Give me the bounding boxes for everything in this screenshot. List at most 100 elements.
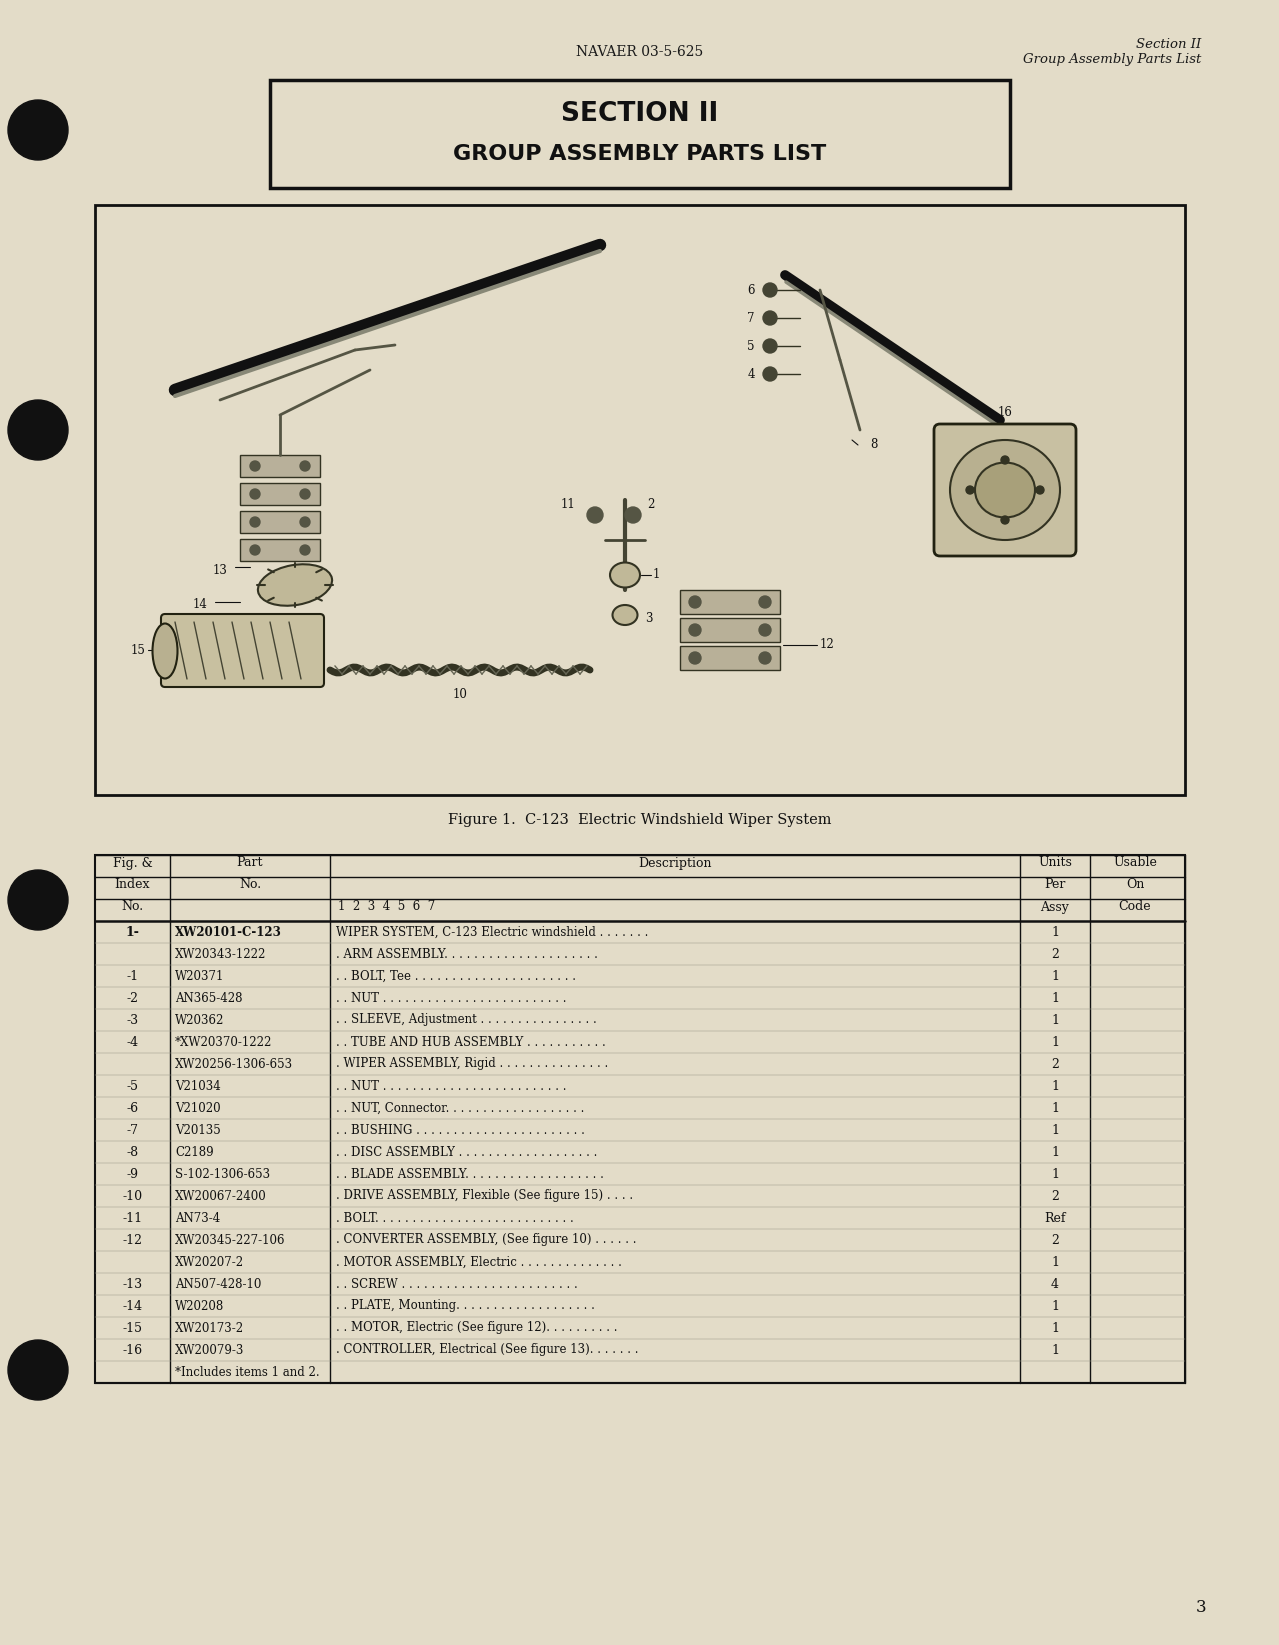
Text: 2: 2 bbox=[1051, 948, 1059, 961]
Text: . ARM ASSEMBLY. . . . . . . . . . . . . . . . . . . . .: . ARM ASSEMBLY. . . . . . . . . . . . . … bbox=[336, 948, 597, 961]
Text: AN507-428-10: AN507-428-10 bbox=[175, 1278, 261, 1290]
Text: . . SLEEVE, Adjustment . . . . . . . . . . . . . . . .: . . SLEEVE, Adjustment . . . . . . . . .… bbox=[336, 1013, 597, 1026]
Text: No.: No. bbox=[122, 900, 143, 913]
Text: 6: 6 bbox=[747, 283, 755, 296]
Text: -15: -15 bbox=[123, 1321, 142, 1334]
Circle shape bbox=[758, 651, 771, 665]
Text: 8: 8 bbox=[870, 439, 877, 451]
Text: Description: Description bbox=[638, 857, 711, 870]
Circle shape bbox=[1001, 517, 1009, 525]
Text: 4: 4 bbox=[747, 367, 755, 380]
Ellipse shape bbox=[613, 605, 637, 625]
Bar bbox=[240, 456, 320, 477]
Text: 1  2  3  4  5  6  7: 1 2 3 4 5 6 7 bbox=[338, 900, 435, 913]
Circle shape bbox=[249, 544, 260, 554]
Text: Section II: Section II bbox=[1136, 38, 1201, 51]
Circle shape bbox=[249, 489, 260, 498]
Circle shape bbox=[8, 1341, 68, 1400]
Text: -11: -11 bbox=[123, 1211, 142, 1224]
Text: Index: Index bbox=[115, 878, 150, 892]
Text: SECTION II: SECTION II bbox=[561, 100, 719, 127]
Text: C2189: C2189 bbox=[175, 1145, 214, 1158]
Text: -3: -3 bbox=[127, 1013, 138, 1026]
Text: W20208: W20208 bbox=[175, 1300, 224, 1313]
Text: -9: -9 bbox=[127, 1168, 138, 1181]
Bar bbox=[240, 484, 320, 505]
Circle shape bbox=[764, 367, 778, 382]
Text: Per: Per bbox=[1045, 878, 1065, 892]
Bar bbox=[240, 512, 320, 533]
Text: *Includes items 1 and 2.: *Includes items 1 and 2. bbox=[175, 1365, 320, 1379]
Circle shape bbox=[301, 517, 310, 526]
Text: . . NUT, Connector. . . . . . . . . . . . . . . . . . .: . . NUT, Connector. . . . . . . . . . . … bbox=[336, 1102, 585, 1115]
Text: *XW20370-1222: *XW20370-1222 bbox=[175, 1035, 272, 1048]
Text: . . SCREW . . . . . . . . . . . . . . . . . . . . . . . .: . . SCREW . . . . . . . . . . . . . . . … bbox=[336, 1278, 578, 1290]
Text: 1: 1 bbox=[1051, 969, 1059, 982]
Circle shape bbox=[8, 100, 68, 160]
Text: -1: -1 bbox=[127, 969, 138, 982]
Text: 1: 1 bbox=[1051, 1321, 1059, 1334]
Text: XW20343-1222: XW20343-1222 bbox=[175, 948, 266, 961]
Text: S-102-1306-653: S-102-1306-653 bbox=[175, 1168, 270, 1181]
Bar bbox=[95, 206, 1186, 795]
Circle shape bbox=[301, 489, 310, 498]
Text: -12: -12 bbox=[123, 1234, 142, 1247]
Text: Part: Part bbox=[237, 857, 263, 870]
Text: 5: 5 bbox=[747, 339, 755, 352]
Text: AN365-428: AN365-428 bbox=[175, 992, 243, 1005]
Circle shape bbox=[758, 623, 771, 637]
Text: 7: 7 bbox=[747, 311, 755, 324]
Text: -5: -5 bbox=[127, 1079, 138, 1092]
Bar bbox=[240, 540, 320, 561]
Text: . . TUBE AND HUB ASSEMBLY . . . . . . . . . . .: . . TUBE AND HUB ASSEMBLY . . . . . . . … bbox=[336, 1035, 606, 1048]
Ellipse shape bbox=[610, 563, 640, 587]
Text: 1: 1 bbox=[1051, 1124, 1059, 1137]
Text: 1: 1 bbox=[654, 569, 660, 581]
Text: Group Assembly Parts List: Group Assembly Parts List bbox=[1023, 54, 1201, 66]
Text: 1: 1 bbox=[1051, 1255, 1059, 1268]
Text: 1-: 1- bbox=[125, 926, 139, 939]
Circle shape bbox=[8, 400, 68, 461]
Text: 1: 1 bbox=[1051, 1300, 1059, 1313]
Text: . . NUT . . . . . . . . . . . . . . . . . . . . . . . . .: . . NUT . . . . . . . . . . . . . . . . … bbox=[336, 992, 567, 1005]
Text: 1: 1 bbox=[1051, 1102, 1059, 1115]
Circle shape bbox=[1001, 456, 1009, 464]
Text: 1: 1 bbox=[1051, 926, 1059, 939]
Text: -16: -16 bbox=[123, 1344, 142, 1357]
Text: -14: -14 bbox=[123, 1300, 142, 1313]
Text: -4: -4 bbox=[127, 1035, 138, 1048]
Text: XW20101-C-123: XW20101-C-123 bbox=[175, 926, 281, 939]
Circle shape bbox=[1036, 485, 1044, 494]
Text: Assy: Assy bbox=[1041, 900, 1069, 913]
Text: . . DISC ASSEMBLY . . . . . . . . . . . . . . . . . . .: . . DISC ASSEMBLY . . . . . . . . . . . … bbox=[336, 1145, 597, 1158]
Text: W20371: W20371 bbox=[175, 969, 224, 982]
Text: 1: 1 bbox=[1051, 1035, 1059, 1048]
Text: 1: 1 bbox=[1051, 1145, 1059, 1158]
Circle shape bbox=[587, 507, 602, 523]
Circle shape bbox=[966, 485, 975, 494]
Text: V21020: V21020 bbox=[175, 1102, 220, 1115]
Text: 11: 11 bbox=[560, 498, 576, 512]
Text: . WIPER ASSEMBLY, Rigid . . . . . . . . . . . . . . .: . WIPER ASSEMBLY, Rigid . . . . . . . . … bbox=[336, 1058, 609, 1071]
Text: Figure 1.  C-123  Electric Windshield Wiper System: Figure 1. C-123 Electric Windshield Wipe… bbox=[448, 813, 831, 827]
Text: XW20256-1306-653: XW20256-1306-653 bbox=[175, 1058, 293, 1071]
Circle shape bbox=[758, 595, 771, 609]
Circle shape bbox=[764, 339, 778, 354]
Bar bbox=[270, 81, 1010, 188]
Text: 4: 4 bbox=[1051, 1278, 1059, 1290]
Text: 9: 9 bbox=[1010, 439, 1018, 451]
Bar bbox=[680, 591, 780, 614]
Text: -13: -13 bbox=[123, 1278, 142, 1290]
Text: 12: 12 bbox=[820, 638, 835, 651]
Text: . DRIVE ASSEMBLY, Flexible (See figure 15) . . . .: . DRIVE ASSEMBLY, Flexible (See figure 1… bbox=[336, 1189, 633, 1202]
Text: . . PLATE, Mounting. . . . . . . . . . . . . . . . . . .: . . PLATE, Mounting. . . . . . . . . . .… bbox=[336, 1300, 595, 1313]
Text: Fig. &: Fig. & bbox=[113, 857, 152, 870]
Circle shape bbox=[689, 623, 701, 637]
Text: 1: 1 bbox=[1051, 1079, 1059, 1092]
Circle shape bbox=[625, 507, 641, 523]
Text: 15: 15 bbox=[130, 643, 145, 656]
Circle shape bbox=[301, 461, 310, 470]
Text: XW20173-2: XW20173-2 bbox=[175, 1321, 244, 1334]
Circle shape bbox=[764, 311, 778, 326]
Text: On: On bbox=[1126, 878, 1145, 892]
